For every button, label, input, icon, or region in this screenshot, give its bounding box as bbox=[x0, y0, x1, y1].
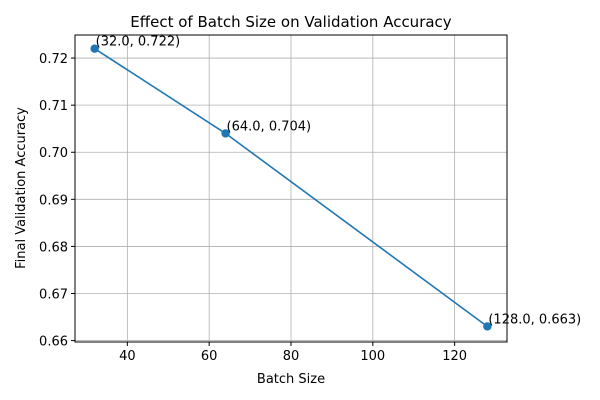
y-tick-label: 0.71 bbox=[39, 99, 68, 114]
data-point bbox=[90, 44, 99, 53]
y-axis-label: Final Validation Accuracy bbox=[14, 107, 29, 269]
x-tick-label: 60 bbox=[201, 349, 218, 364]
ticks-layer: 40 60 80 100 120 0.66 0.67 0.68 0.69 0.70 0.71 0.72 bbox=[39, 52, 467, 364]
y-tick-label: 0.70 bbox=[39, 146, 68, 161]
point-label: (128.0, 0.663) bbox=[488, 312, 581, 327]
labels-layer: (32.0, 0.722) (64.0, 0.704) (128.0, 0.663) bbox=[96, 35, 582, 328]
y-tick-label: 0.69 bbox=[39, 193, 68, 208]
x-tick-label: 100 bbox=[360, 349, 385, 364]
y-tick-label: 0.72 bbox=[39, 52, 68, 67]
data-point bbox=[483, 322, 492, 331]
series-layer bbox=[90, 44, 492, 331]
data-point bbox=[221, 129, 230, 138]
grid-layer bbox=[75, 35, 507, 342]
x-axis-label: Batch Size bbox=[257, 372, 325, 387]
x-tick-label: 120 bbox=[442, 349, 467, 364]
y-tick-label: 0.67 bbox=[39, 288, 68, 303]
x-tick-label: 40 bbox=[119, 349, 136, 364]
x-tick-label: 80 bbox=[283, 349, 300, 364]
y-tick-label: 0.68 bbox=[39, 240, 68, 255]
chart-title: Effect of Batch Size on Validation Accur… bbox=[130, 13, 452, 31]
point-label: (64.0, 0.704) bbox=[227, 119, 312, 134]
point-label: (32.0, 0.722) bbox=[96, 35, 181, 50]
y-tick-label: 0.66 bbox=[39, 335, 68, 350]
